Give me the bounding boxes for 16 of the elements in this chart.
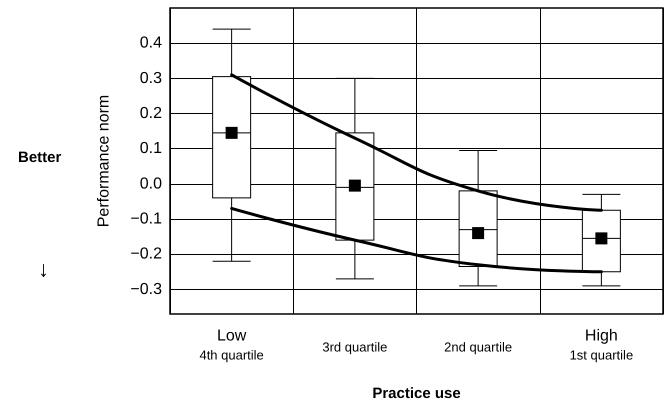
x-tick-label: High 1st quartile [570, 328, 634, 362]
y-tick-label: 0.4 [140, 34, 162, 52]
y-tick-label: 0.0 [140, 175, 162, 192]
y-tick-label: −0.1 [130, 210, 162, 228]
y-tick-label: 0.3 [140, 70, 162, 87]
x-tick-label: Low 4th quartile [199, 328, 264, 362]
y-axis-title: Performance norm [96, 94, 112, 228]
x-axis-title: Practice use [372, 385, 461, 402]
y-tick-label: −0.3 [130, 280, 162, 298]
text: ↓ [38, 256, 49, 282]
text: Better [18, 149, 62, 166]
x-tick-label: 2nd quartile [444, 340, 512, 354]
x-tick-label: 3rd quartile [322, 340, 388, 354]
y-tick-label: 0.1 [140, 140, 162, 158]
y-tick-label: −0.2 [130, 246, 162, 263]
y-tick-label: 0.2 [140, 105, 162, 122]
